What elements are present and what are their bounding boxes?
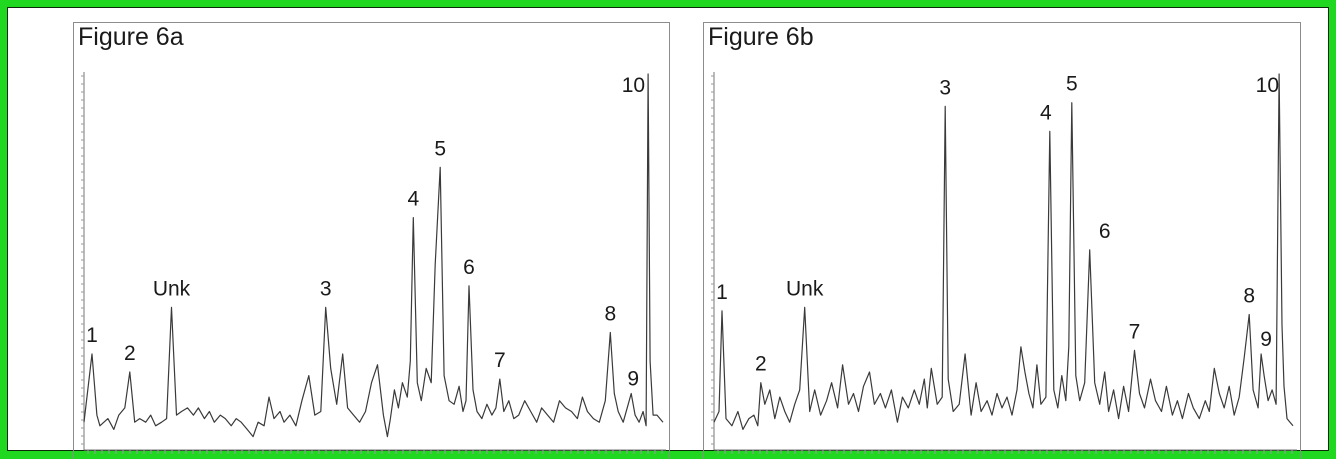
chart-6a-title: Figure 6a — [78, 25, 184, 50]
peak-label-10: 10 — [622, 74, 645, 97]
peak-label-unk: Unk — [786, 277, 824, 300]
peak-label-4: 4 — [407, 188, 419, 211]
peak-label-7: 7 — [1129, 320, 1141, 343]
peak-label-5: 5 — [434, 137, 446, 160]
chart-6a-plot: 1 2 Unk 3 4 5 6 7 8 9 10 — [73, 22, 670, 459]
peak-label-2: 2 — [124, 342, 136, 365]
chart-6b-trace — [714, 74, 1293, 429]
peak-label-5: 5 — [1066, 73, 1078, 96]
peak-label-unk: Unk — [153, 277, 191, 300]
peak-label-8: 8 — [604, 303, 616, 326]
chart-6b-title: Figure 6b — [708, 25, 814, 50]
peak-label-8: 8 — [1243, 285, 1255, 308]
peak-label-2: 2 — [755, 353, 767, 376]
peak-label-4: 4 — [1040, 101, 1052, 124]
peak-label-1: 1 — [86, 324, 98, 347]
peak-label-1: 1 — [716, 281, 728, 304]
peak-label-3: 3 — [320, 277, 332, 300]
peak-label-6: 6 — [463, 256, 475, 279]
chart-frame — [74, 23, 670, 459]
chart-panel-6a: 1 2 Unk 3 4 5 6 7 8 9 10 Figure 6a — [73, 22, 670, 459]
peak-label-10: 10 — [1256, 74, 1279, 97]
peak-label-9: 9 — [1260, 328, 1272, 351]
peak-label-3: 3 — [939, 76, 951, 99]
peak-label-6: 6 — [1099, 220, 1111, 243]
chart-6a-trace — [84, 74, 663, 437]
peak-label-9: 9 — [627, 368, 639, 391]
peak-label-7: 7 — [494, 349, 506, 372]
